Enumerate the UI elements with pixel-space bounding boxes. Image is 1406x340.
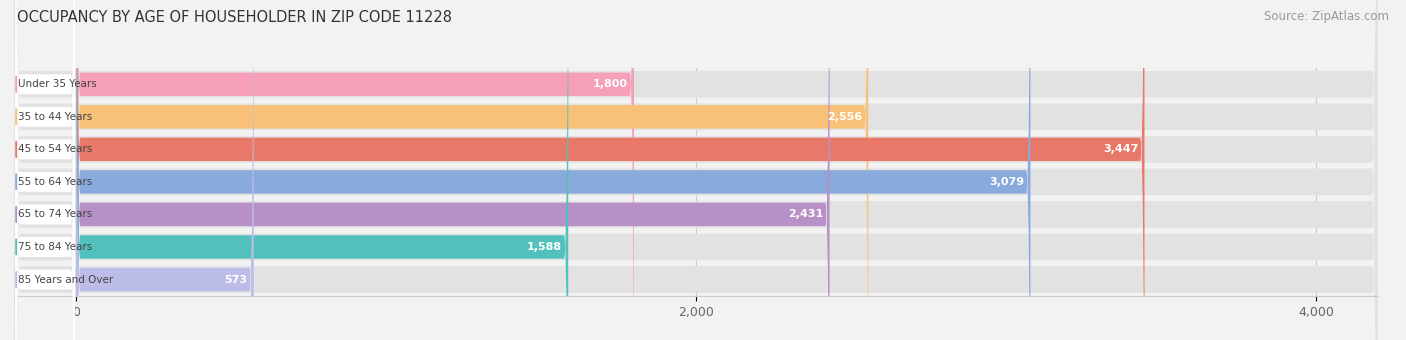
Text: 1,800: 1,800 <box>593 79 627 89</box>
Text: 2,431: 2,431 <box>789 209 824 219</box>
Text: 1,588: 1,588 <box>527 242 562 252</box>
Text: 35 to 44 Years: 35 to 44 Years <box>18 112 93 122</box>
FancyBboxPatch shape <box>76 0 869 340</box>
Text: 85 Years and Over: 85 Years and Over <box>18 274 114 285</box>
Text: 65 to 74 Years: 65 to 74 Years <box>18 209 93 219</box>
FancyBboxPatch shape <box>14 0 1378 340</box>
FancyBboxPatch shape <box>14 0 1378 340</box>
Text: 573: 573 <box>225 274 247 285</box>
FancyBboxPatch shape <box>14 0 1378 340</box>
FancyBboxPatch shape <box>76 0 634 340</box>
FancyBboxPatch shape <box>14 0 1378 340</box>
FancyBboxPatch shape <box>76 0 568 340</box>
Text: Source: ZipAtlas.com: Source: ZipAtlas.com <box>1264 10 1389 23</box>
FancyBboxPatch shape <box>76 0 830 340</box>
Text: OCCUPANCY BY AGE OF HOUSEHOLDER IN ZIP CODE 11228: OCCUPANCY BY AGE OF HOUSEHOLDER IN ZIP C… <box>17 10 451 25</box>
Text: 55 to 64 Years: 55 to 64 Years <box>18 177 93 187</box>
FancyBboxPatch shape <box>76 0 253 340</box>
FancyBboxPatch shape <box>14 0 1378 340</box>
Text: 75 to 84 Years: 75 to 84 Years <box>18 242 93 252</box>
Text: 2,556: 2,556 <box>827 112 862 122</box>
FancyBboxPatch shape <box>15 0 75 340</box>
FancyBboxPatch shape <box>14 0 1378 340</box>
FancyBboxPatch shape <box>15 0 75 340</box>
FancyBboxPatch shape <box>15 0 75 340</box>
Text: 3,447: 3,447 <box>1102 144 1139 154</box>
Text: Under 35 Years: Under 35 Years <box>18 79 97 89</box>
FancyBboxPatch shape <box>76 0 1144 340</box>
FancyBboxPatch shape <box>76 0 1031 340</box>
FancyBboxPatch shape <box>15 0 75 340</box>
Text: 3,079: 3,079 <box>988 177 1024 187</box>
FancyBboxPatch shape <box>15 0 75 340</box>
FancyBboxPatch shape <box>15 0 75 340</box>
FancyBboxPatch shape <box>15 0 75 340</box>
Text: 45 to 54 Years: 45 to 54 Years <box>18 144 93 154</box>
FancyBboxPatch shape <box>14 0 1378 340</box>
